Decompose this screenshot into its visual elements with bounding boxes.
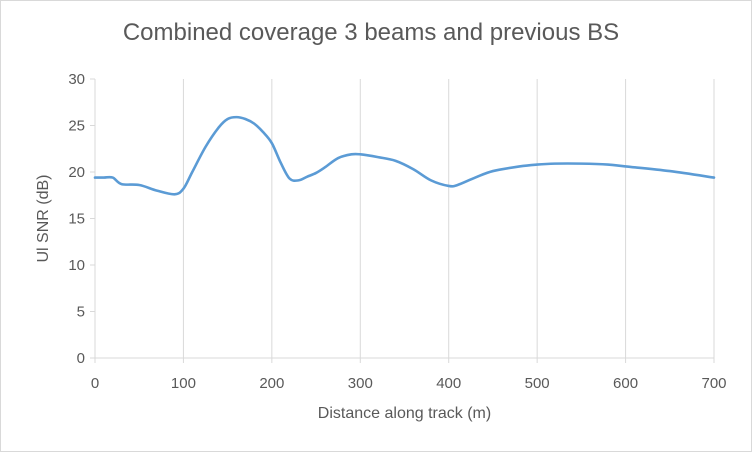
x-tick-label: 100 bbox=[171, 375, 196, 392]
x-tick-label: 500 bbox=[525, 375, 550, 392]
gridlines bbox=[94, 79, 715, 359]
y-tick-label: 5 bbox=[77, 304, 85, 321]
y-tick-label: 10 bbox=[68, 257, 85, 274]
y-tick-label: 25 bbox=[68, 118, 85, 135]
y-tick-label: 20 bbox=[68, 164, 85, 181]
x-tick-label: 300 bbox=[348, 375, 373, 392]
y-tick-label: 0 bbox=[77, 350, 85, 367]
x-tick-label: 700 bbox=[701, 375, 726, 392]
y-axis-label: Ul SNR (dB) bbox=[35, 174, 52, 262]
x-tick-label: 400 bbox=[436, 375, 461, 392]
x-tick-label: 0 bbox=[91, 375, 99, 392]
y-tick-label: 30 bbox=[68, 71, 85, 88]
x-axis-label: Distance along track (m) bbox=[318, 405, 491, 422]
x-tick-label: 600 bbox=[613, 375, 638, 392]
x-axis-ticks: 0 100 200 300 400 500 600 700 bbox=[91, 358, 727, 392]
y-axis-ticks: 0 5 10 15 20 25 30 bbox=[68, 71, 95, 367]
chart-title: Combined coverage 3 beams and previous B… bbox=[122, 19, 620, 46]
series-line bbox=[93, 115, 716, 196]
series-group bbox=[93, 115, 716, 196]
y-tick-label: 15 bbox=[68, 211, 85, 228]
x-tick-label: 200 bbox=[259, 375, 284, 392]
